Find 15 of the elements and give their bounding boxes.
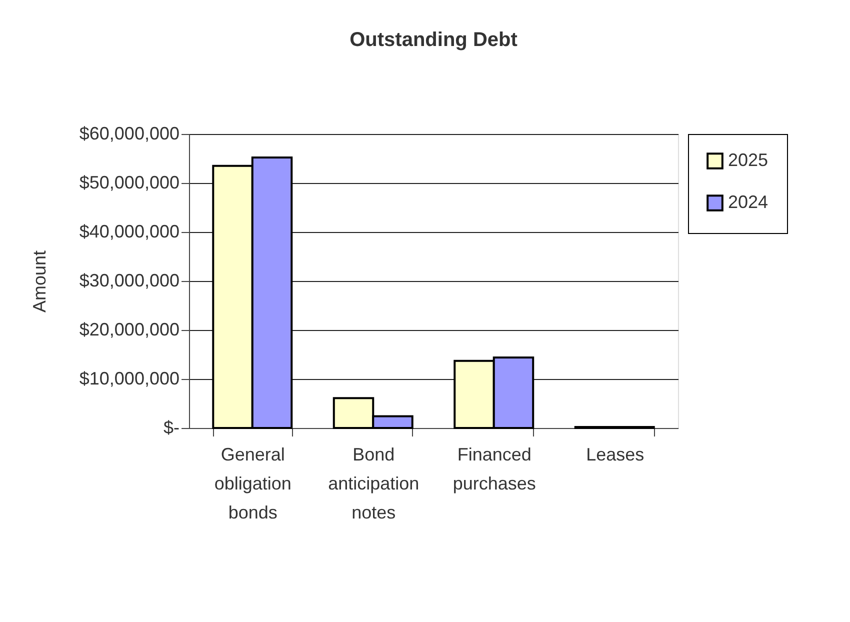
x-tick-label: Leases [586,444,644,464]
legend-label: 2024 [728,192,768,212]
chart-title: Outstanding Debt [350,29,518,51]
y-tick-label: $60,000,000 [79,124,180,144]
legend-label: 2025 [728,150,768,170]
y-tick-label: $30,000,000 [79,270,180,290]
x-tick-label: Bond anticipation notes [328,444,420,522]
x-tick-label: General obligation bonds [214,444,292,522]
y-axis-title: Amount [29,250,50,313]
y-tick-label: $10,000,000 [79,368,180,388]
y-tick-label: $50,000,000 [79,172,180,192]
y-tick-label: $40,000,000 [79,222,180,242]
x-tick-label: Financed purchases [452,444,536,494]
y-tick-label: $20,000,000 [79,320,180,340]
y-tick-label: $- [163,418,180,438]
